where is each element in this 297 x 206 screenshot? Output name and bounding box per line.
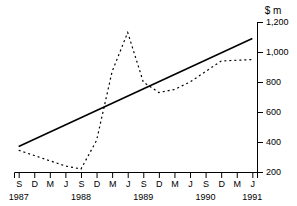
y-tick-label: 200 — [266, 167, 281, 177]
x-axis-line — [15, 173, 258, 179]
x-tick-label: J — [126, 179, 131, 189]
x-tick: D — [218, 172, 225, 189]
y-tick-mark — [257, 82, 263, 83]
x-tick-label: M — [171, 179, 179, 189]
y-tick-label: 800 — [266, 77, 281, 87]
year-label: 1991 — [242, 192, 262, 202]
y-tick-label: 400 — [266, 137, 281, 147]
y-tick-mark — [257, 112, 263, 113]
y-tick-mark — [257, 22, 263, 23]
plot-area — [19, 33, 253, 170]
x-tick-label: S — [203, 179, 209, 189]
y-axis-line — [258, 23, 264, 173]
line — [19, 39, 253, 147]
year-label: 1990 — [196, 192, 216, 202]
y-tick: 600 — [257, 107, 281, 117]
y-tick: 800 — [257, 77, 281, 87]
y-tick-mark — [257, 142, 263, 143]
year-label: 1987 — [9, 192, 29, 202]
x-tick: J — [64, 172, 69, 189]
x-tick-label: D — [32, 179, 39, 189]
x-tick-mark — [112, 172, 113, 178]
x-tick: M — [109, 172, 117, 189]
x-tick-label: D — [94, 179, 101, 189]
x-tick-mark — [97, 172, 98, 178]
chart: SDMJSDMJSDMJSDMJ2004006008001,0001,200$ … — [0, 0, 297, 206]
x-tick-label: D — [156, 179, 163, 189]
y-tick: 1,000 — [257, 47, 289, 57]
x-tick: M — [234, 172, 242, 189]
x-tick-mark — [143, 172, 144, 178]
x-tick: S — [203, 172, 209, 189]
y-tick: 200 — [257, 167, 281, 177]
x-tick-label: S — [141, 179, 147, 189]
y-tick-label: 1,200 — [266, 17, 289, 27]
x-tick-mark — [19, 172, 20, 178]
x-tick-mark — [65, 172, 66, 178]
x-tick: D — [94, 172, 101, 189]
x-tick: J — [251, 172, 256, 189]
x-tick-mark — [174, 172, 175, 178]
x-tick-label: J — [64, 179, 69, 189]
y-tick-mark — [257, 172, 263, 173]
x-tick: J — [188, 172, 193, 189]
line — [19, 33, 253, 170]
y-tick-mark — [257, 52, 263, 53]
y-tick-label: 600 — [266, 107, 281, 117]
year-label: 1988 — [71, 192, 91, 202]
x-tick: S — [141, 172, 147, 189]
x-tick-mark — [206, 172, 207, 178]
x-tick: M — [47, 172, 55, 189]
x-tick-mark — [159, 172, 160, 178]
y-axis: 200 400 600 800 1,000 1,200 — [257, 17, 289, 177]
x-axis: SDMJSDMJSDMJSDMJ — [15, 172, 258, 189]
x-tick: D — [32, 172, 39, 189]
x-tick-mark — [128, 172, 129, 178]
x-tick-label: M — [47, 179, 55, 189]
y-tick: 400 — [257, 137, 281, 147]
y-tick-label: 1,000 — [266, 47, 289, 57]
y-axis-label: $ m — [265, 5, 282, 16]
x-tick-label: M — [234, 179, 242, 189]
x-tick-label: D — [218, 179, 225, 189]
x-tick: S — [16, 172, 22, 189]
x-tick: M — [171, 172, 179, 189]
x-tick-label: S — [78, 179, 84, 189]
x-tick-label: J — [188, 179, 193, 189]
x-tick-mark — [34, 172, 35, 178]
x-tick-mark — [190, 172, 191, 178]
x-tick-label: J — [251, 179, 256, 189]
x-tick-mark — [50, 172, 51, 178]
annotations: 1987 1988 1989 1990 1991 — [9, 192, 263, 202]
x-tick-mark — [252, 172, 253, 178]
x-tick-mark — [81, 172, 82, 178]
x-tick: S — [78, 172, 84, 189]
x-tick: D — [156, 172, 163, 189]
x-tick-mark — [221, 172, 222, 178]
x-tick-label: S — [16, 179, 22, 189]
x-tick-label: M — [109, 179, 117, 189]
x-tick-mark — [237, 172, 238, 178]
year-label: 1989 — [133, 192, 153, 202]
y-tick: 1,200 — [257, 17, 289, 27]
x-tick: J — [126, 172, 131, 189]
